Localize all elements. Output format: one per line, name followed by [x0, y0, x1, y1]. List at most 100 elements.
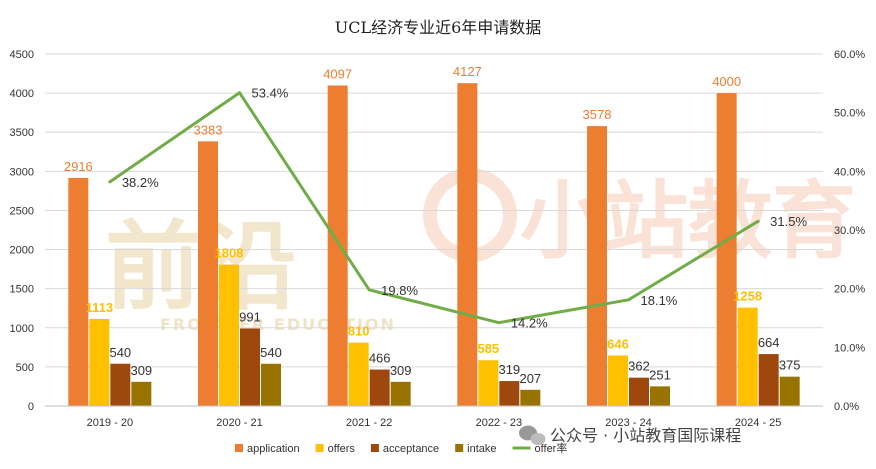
data-label-application: 4000: [712, 74, 741, 89]
data-label-intake: 375: [779, 358, 801, 373]
data-label-acceptance: 319: [498, 362, 520, 377]
y-left-tick-label: 4000: [10, 88, 34, 100]
data-label-intake: 309: [390, 363, 412, 378]
point-offer率: [367, 288, 371, 292]
data-label-application: 2916: [64, 159, 93, 174]
x-tick-label: 2023 - 24: [605, 417, 651, 429]
bar-application: [327, 85, 348, 406]
y-left-tick-label: 500: [16, 362, 34, 374]
y-right-tick-label: 10.0%: [834, 342, 865, 354]
legend-label-intake: intake: [467, 443, 496, 455]
x-tick-label: 2020 - 21: [216, 417, 262, 429]
data-label-intake: 251: [649, 367, 671, 382]
legend: application offers acceptance intake offer率: [235, 441, 567, 455]
point-offer率: [627, 298, 630, 302]
bar-application: [198, 141, 218, 407]
data-label-acceptance: 362: [628, 359, 650, 374]
watermark-right: 小站教育: [520, 172, 856, 270]
wechat-icon: [519, 425, 546, 445]
bar-application: [457, 83, 478, 407]
data-label-acceptance: 991: [239, 309, 261, 324]
y-left-tick-label: 0: [28, 401, 34, 413]
data-label-intake: 207: [519, 371, 541, 386]
data-label-intake: 309: [130, 363, 152, 378]
point-offer率: [108, 180, 112, 184]
point-offer率: [238, 91, 241, 95]
bar-intake: [390, 381, 411, 406]
axes: 0 500 1000 1500 2000 2500 3000 3500 4000 4500 0.0%…: [10, 49, 866, 429]
line-offer率: [108, 91, 759, 325]
data-label-offers: 585: [477, 341, 499, 356]
y-left-tick-label: 1000: [10, 323, 34, 335]
x-tick-label: 2022 - 23: [476, 417, 522, 429]
offer-rate-line: [108, 91, 760, 325]
y-left-tick-label: 2000: [10, 245, 34, 257]
bar-intake: [650, 386, 670, 406]
legend-swatch-acceptance: [370, 444, 379, 452]
data-label-offer率: 38.2%: [122, 175, 159, 190]
bar-intake: [779, 376, 800, 406]
data-label-offer率: 53.4%: [252, 86, 289, 101]
data-label-offer率: 19.8%: [381, 283, 418, 298]
credit-badge: 公众号 · 小站教育国际课程: [519, 425, 741, 445]
y-right-tick-label: 60.0%: [834, 49, 865, 61]
bar-application: [68, 177, 89, 406]
legend-label-acceptance: acceptance: [383, 443, 439, 455]
y-left-tick-label: 1500: [10, 284, 34, 296]
legend-label-application: application: [247, 443, 300, 455]
data-label-offers: 1258: [733, 289, 762, 304]
bars: [68, 83, 800, 407]
data-label-application: 4127: [453, 64, 482, 79]
data-label-offer率: 14.2%: [511, 316, 548, 331]
legend-swatch-application: [235, 444, 243, 452]
data-label-application: 3578: [583, 107, 612, 122]
bar-offers: [608, 355, 628, 406]
bar-acceptance: [240, 328, 260, 406]
y-left-tick-label: 3000: [10, 166, 34, 178]
bar-acceptance: [629, 377, 649, 406]
data-label-application: 4097: [323, 67, 352, 82]
data-labels: 2916 3383 4097 4127 3578 4000 1113 1808 810 585 64…: [64, 64, 808, 386]
data-label-offer率: 18.1%: [641, 293, 678, 308]
legend-label-offers: offers: [328, 443, 356, 455]
point-offer率: [756, 219, 760, 223]
point-offer率: [497, 321, 501, 325]
data-label-offers: 1113: [86, 300, 114, 315]
bar-offers: [737, 307, 758, 406]
bar-intake: [261, 363, 281, 406]
y-left-tick-label: 2500: [10, 205, 34, 217]
y-right-tick-label: 40.0%: [834, 166, 865, 178]
bar-acceptance: [110, 363, 131, 406]
data-label-intake: 540: [260, 345, 282, 360]
legend-swatch-offers: [315, 444, 324, 452]
legend-label-offer率: offer率: [535, 441, 568, 455]
x-tick-label: 2019 - 20: [87, 417, 133, 429]
x-tick-label: 2021 - 22: [346, 417, 392, 429]
data-label-acceptance: 664: [758, 335, 780, 350]
bar-offers: [89, 318, 110, 406]
data-label-acceptance: 540: [109, 345, 131, 360]
x-tick-label: 2024 - 25: [735, 417, 781, 429]
bar-application: [587, 126, 607, 407]
chart-title: UCL经济专业近6年申请数据: [335, 18, 542, 37]
bar-intake: [131, 381, 152, 406]
data-label-offers: 1808: [215, 246, 244, 261]
data-label-application: 3383: [194, 122, 223, 137]
credit-text: 公众号 · 小站教育国际课程: [550, 426, 741, 445]
data-label-acceptance: 466: [369, 351, 391, 366]
legend-swatch-intake: [455, 444, 464, 452]
y-right-tick-label: 20.0%: [834, 284, 865, 296]
y-right-tick-label: 30.0%: [834, 225, 865, 237]
data-label-offers: 646: [607, 336, 629, 351]
data-label-offer率: 31.5%: [770, 214, 807, 229]
y-right-tick-label: 0.0%: [834, 401, 859, 413]
bar-acceptance: [499, 381, 520, 406]
bar-offers: [478, 360, 499, 406]
bar-application: [716, 93, 737, 406]
bar-acceptance: [369, 369, 390, 406]
data-label-offers: 810: [348, 324, 370, 339]
y-left-tick-label: 4500: [10, 49, 34, 61]
y-right-tick-label: 50.0%: [834, 108, 865, 120]
grid-lines: [45, 53, 823, 407]
